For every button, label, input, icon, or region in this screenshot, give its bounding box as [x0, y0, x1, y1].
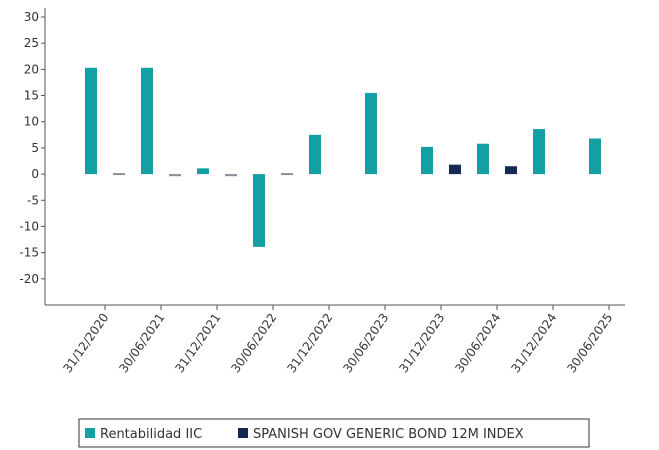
- legend: Rentabilidad IIC SPANISH GOV GENERIC BON…: [78, 418, 590, 448]
- bars: [85, 67, 601, 247]
- bar-rentabilidad: [253, 174, 265, 247]
- x-tick-label: 31/12/2024: [508, 311, 559, 376]
- x-tick-label: 31/12/2022: [284, 311, 335, 376]
- x-tick-label: 31/12/2021: [172, 311, 223, 376]
- x-tick-label: 30/06/2022: [228, 311, 279, 376]
- bar-rentabilidad: [589, 138, 601, 175]
- legend-box: [78, 418, 590, 448]
- bar-rentabilidad: [85, 67, 97, 175]
- x-tick-label: 31/12/2020: [60, 311, 111, 376]
- y-tick-label: 25: [24, 36, 39, 50]
- bar-rentabilidad: [421, 146, 433, 175]
- x-tick-label: 30/06/2025: [564, 311, 615, 376]
- bar-rentabilidad: [309, 134, 321, 175]
- x-tick-label: 30/06/2024: [452, 311, 503, 376]
- bar-rentabilidad: [477, 143, 489, 175]
- legend-swatch-rentabilidad: [85, 428, 95, 438]
- y-tick-label: 20: [24, 62, 39, 76]
- y-tick-label: 5: [31, 141, 39, 155]
- bar-spanish-bond: [113, 173, 125, 176]
- y-tick-label: -5: [27, 193, 39, 207]
- x-tick-label: 30/06/2021: [116, 311, 167, 376]
- bar-spanish-bond: [225, 174, 237, 177]
- y-axis-ticks: 30 25 20 15 10 5 0 -5 -10 -15 -20: [19, 10, 45, 286]
- bar-rentabilidad: [197, 168, 209, 175]
- y-tick-label: 0: [31, 167, 39, 181]
- x-tick-label: 31/12/2023: [396, 311, 447, 376]
- legend-swatch-spanish-bond: [238, 428, 248, 438]
- y-tick-label: 15: [24, 89, 39, 103]
- y-tick-label: -20: [19, 272, 39, 286]
- bar-spanish-bond: [281, 173, 293, 176]
- bar-spanish-bond: [505, 166, 517, 175]
- bar-rentabilidad: [533, 129, 545, 175]
- bar-rentabilidad: [141, 67, 153, 175]
- axes: [44, 8, 625, 306]
- legend-label-spanish-bond: SPANISH GOV GENERIC BOND 12M INDEX: [253, 427, 524, 442]
- y-tick-label: 30: [24, 10, 39, 24]
- y-tick-label: -15: [19, 246, 39, 260]
- bar-spanish-bond: [449, 164, 461, 175]
- legend-label-rentabilidad: Rentabilidad IIC: [100, 427, 202, 442]
- x-tick-label: 30/06/2023: [340, 311, 391, 376]
- y-tick-label: -10: [19, 219, 39, 233]
- bar-spanish-bond: [169, 174, 181, 177]
- x-axis-ticks: 31/12/2020 30/06/2021 31/12/2021 30/06/2022…: [60, 305, 615, 375]
- bar-rentabilidad: [365, 92, 377, 175]
- y-tick-label: 10: [24, 115, 39, 129]
